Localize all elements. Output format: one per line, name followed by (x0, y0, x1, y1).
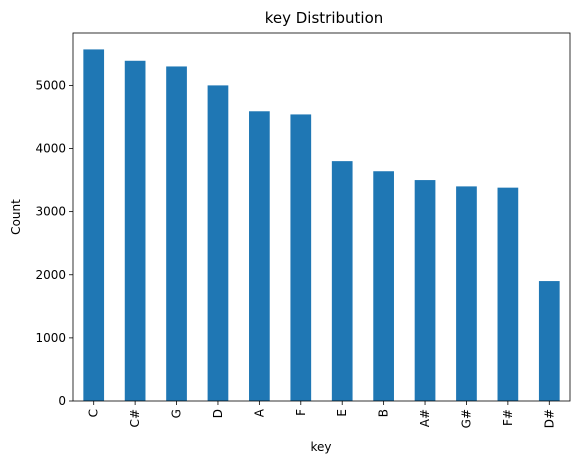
x-tick-label: F (294, 409, 308, 416)
x-tick-label: F# (501, 409, 515, 426)
y-tick-label: 0 (58, 394, 66, 408)
y-tick-label: 4000 (35, 142, 66, 156)
bar-g-sharp (456, 186, 477, 401)
bars-group (83, 49, 560, 402)
bar-g (166, 66, 187, 402)
x-tick-label: D# (542, 409, 556, 428)
x-tick-label: A (252, 408, 266, 417)
x-tick-label: C# (128, 409, 142, 427)
y-tick-label: 2000 (35, 268, 66, 282)
chart-title: key Distribution (265, 9, 384, 27)
bar-d (207, 85, 229, 401)
y-tick-label: 1000 (35, 331, 66, 345)
y-tick-label: 5000 (35, 78, 66, 92)
x-tick-label: A# (418, 409, 432, 427)
x-tick-label: E (335, 409, 349, 417)
y-axis-label: Count (9, 199, 23, 235)
bar-a-sharp (414, 180, 436, 401)
bar-f-sharp (497, 187, 519, 401)
x-axis: C C# G D A F E B A# G# F# D# (87, 401, 556, 428)
y-tick-label: 3000 (35, 205, 66, 219)
x-axis-label: key (310, 440, 331, 454)
bar-f (290, 114, 312, 402)
x-tick-label: B (377, 409, 391, 417)
bar-b (373, 171, 394, 401)
x-tick-label: G# (459, 409, 473, 428)
x-tick-label: G (170, 409, 184, 418)
bar-d-sharp (538, 281, 560, 401)
bar-c (83, 49, 105, 402)
bar-e (331, 161, 353, 401)
bar-c-sharp (124, 60, 146, 401)
x-tick-label: D (211, 409, 225, 418)
x-tick-label: C (87, 409, 101, 417)
y-axis: 0 1000 2000 3000 4000 5000 (35, 78, 73, 408)
plot-frame (72, 32, 571, 402)
bar-a (249, 111, 270, 402)
